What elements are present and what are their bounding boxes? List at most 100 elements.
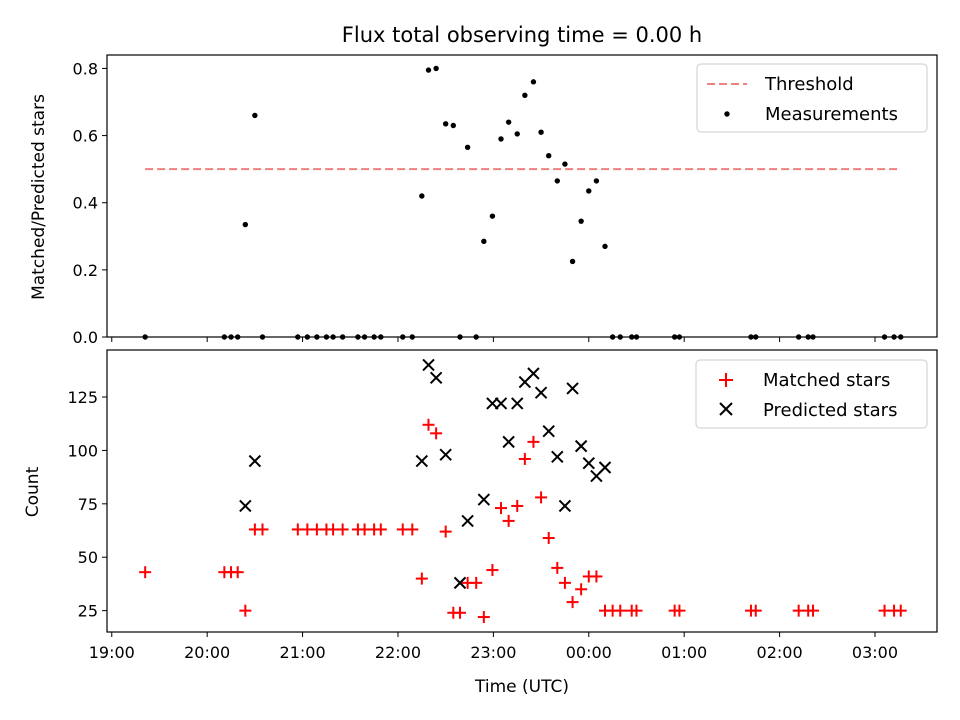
- ratio-y-tick-label: 0.0: [73, 328, 98, 347]
- predicted-stars-point: [527, 367, 540, 380]
- measurement-point: [562, 161, 568, 167]
- predicted-stars-point: [461, 514, 474, 528]
- count-x-tick-label: 00:00: [566, 643, 612, 662]
- measurement-point: [419, 193, 425, 199]
- ratio-panel: 0.00.20.40.60.8 Matched/Predicted stars …: [29, 54, 938, 347]
- measurement-point: [442, 121, 449, 127]
- measurement-point: [569, 258, 576, 265]
- legend-predicted-swatch: [719, 402, 733, 416]
- measurement-point: [425, 67, 432, 73]
- measurement-point: [629, 334, 635, 340]
- matched-stars-point: [374, 523, 387, 536]
- count-panel: 25 50 75 100 125 19:00 20:00 21:00 22:00 23:00 00…: [23, 349, 938, 697]
- ratio-legend: Threshold Measurements: [696, 63, 928, 133]
- measurement-point: [457, 334, 463, 340]
- predicted-stars-point: [558, 499, 572, 513]
- matched-stars-point: [590, 570, 603, 583]
- measurement-point: [586, 188, 592, 194]
- measurement-point: [228, 334, 234, 340]
- measurement-point: [538, 129, 544, 135]
- measurement-point: [609, 334, 616, 340]
- matched-stars-point: [502, 514, 515, 527]
- measurement-point: [530, 79, 537, 85]
- predicted-stars-point: [502, 435, 515, 449]
- matched-stars-point: [630, 604, 643, 617]
- matched-stars-point: [806, 604, 819, 617]
- measurement-point: [554, 178, 560, 184]
- ratio-marks: [142, 65, 904, 340]
- predicted-stars-point: [511, 397, 524, 410]
- count-y-tick-label: 125: [67, 388, 98, 407]
- predicted-stars-point: [574, 439, 588, 453]
- count-marks: [139, 358, 907, 624]
- measurement-point: [602, 243, 608, 250]
- measurement-point: [748, 334, 754, 340]
- ratio-plot-frame: [106, 54, 938, 338]
- matched-stars-point: [256, 523, 269, 536]
- predicted-stars-point: [453, 576, 467, 590]
- ratio-y-tick-label: 0.2: [73, 261, 98, 280]
- ratio-legend-box: [696, 63, 928, 133]
- measurement-point: [142, 334, 148, 340]
- measurement-point: [514, 131, 520, 137]
- measurement-point: [314, 334, 320, 340]
- count-legend-box: [695, 359, 928, 429]
- measurement-point: [235, 334, 241, 340]
- measurement-point: [593, 178, 600, 184]
- measurement-point: [522, 92, 528, 98]
- measurement-point: [355, 334, 361, 340]
- matched-stars-point: [673, 604, 686, 617]
- measurement-point: [339, 334, 346, 340]
- count-x-tick-label: 02:00: [757, 643, 803, 662]
- matched-stars-point: [439, 525, 452, 538]
- measurement-point: [295, 334, 301, 340]
- measurement-point: [676, 334, 683, 340]
- measurement-point: [242, 221, 249, 228]
- legend-predicted-label: Predicted stars: [763, 400, 897, 421]
- measurement-point: [259, 334, 266, 340]
- matched-stars-point: [453, 606, 466, 619]
- matched-stars-point: [614, 604, 627, 617]
- count-x-tick-label: 22:00: [375, 643, 421, 662]
- count-plot-frame: [106, 349, 938, 633]
- count-x-tick-label: 20:00: [184, 643, 230, 662]
- measurement-point: [450, 122, 457, 129]
- matched-stars-point: [542, 532, 555, 544]
- matched-stars-point: [527, 435, 540, 448]
- matched-stars-point: [575, 583, 588, 596]
- chart-title: Flux total observing time = 0.00 h: [342, 23, 702, 47]
- predicted-stars-point: [422, 358, 435, 372]
- count-x-tick-label: 03:00: [852, 643, 898, 662]
- count-x-tick-label: 21:00: [280, 643, 326, 662]
- measurement-point: [489, 213, 496, 219]
- count-y-tick-label: 25: [78, 602, 98, 621]
- matched-stars-point: [894, 604, 907, 617]
- predicted-stars-point: [477, 493, 491, 506]
- matched-stars-point: [749, 604, 762, 617]
- measurement-point: [810, 334, 816, 340]
- predicted-stars-point: [542, 424, 555, 438]
- measurement-point: [633, 334, 640, 340]
- matched-stars-point: [336, 523, 349, 536]
- predicted-stars-point: [566, 382, 579, 395]
- count-x-tick-label: 23:00: [470, 643, 516, 662]
- ratio-y-tick-label: 0.4: [73, 194, 98, 213]
- count-y-axis-label: Count: [23, 466, 43, 517]
- predicted-stars-point: [494, 397, 508, 410]
- predicted-stars-point: [598, 461, 612, 474]
- measurement-point: [433, 65, 439, 72]
- matched-stars-point: [551, 561, 564, 574]
- predicted-stars-point: [248, 454, 262, 468]
- measurement-point: [498, 136, 504, 142]
- measurement-point: [252, 112, 258, 119]
- count-y-tick-label: 50: [78, 548, 98, 567]
- measurement-point: [378, 334, 384, 340]
- measurement-point: [881, 334, 888, 340]
- matched-stars-point: [518, 452, 531, 465]
- matched-stars-point: [239, 604, 252, 617]
- matched-stars-point: [558, 576, 571, 589]
- measurement-point: [795, 334, 802, 340]
- matched-stars-point: [535, 491, 548, 504]
- predicted-stars-point: [415, 454, 429, 468]
- count-x-tick-label: 01:00: [661, 643, 707, 662]
